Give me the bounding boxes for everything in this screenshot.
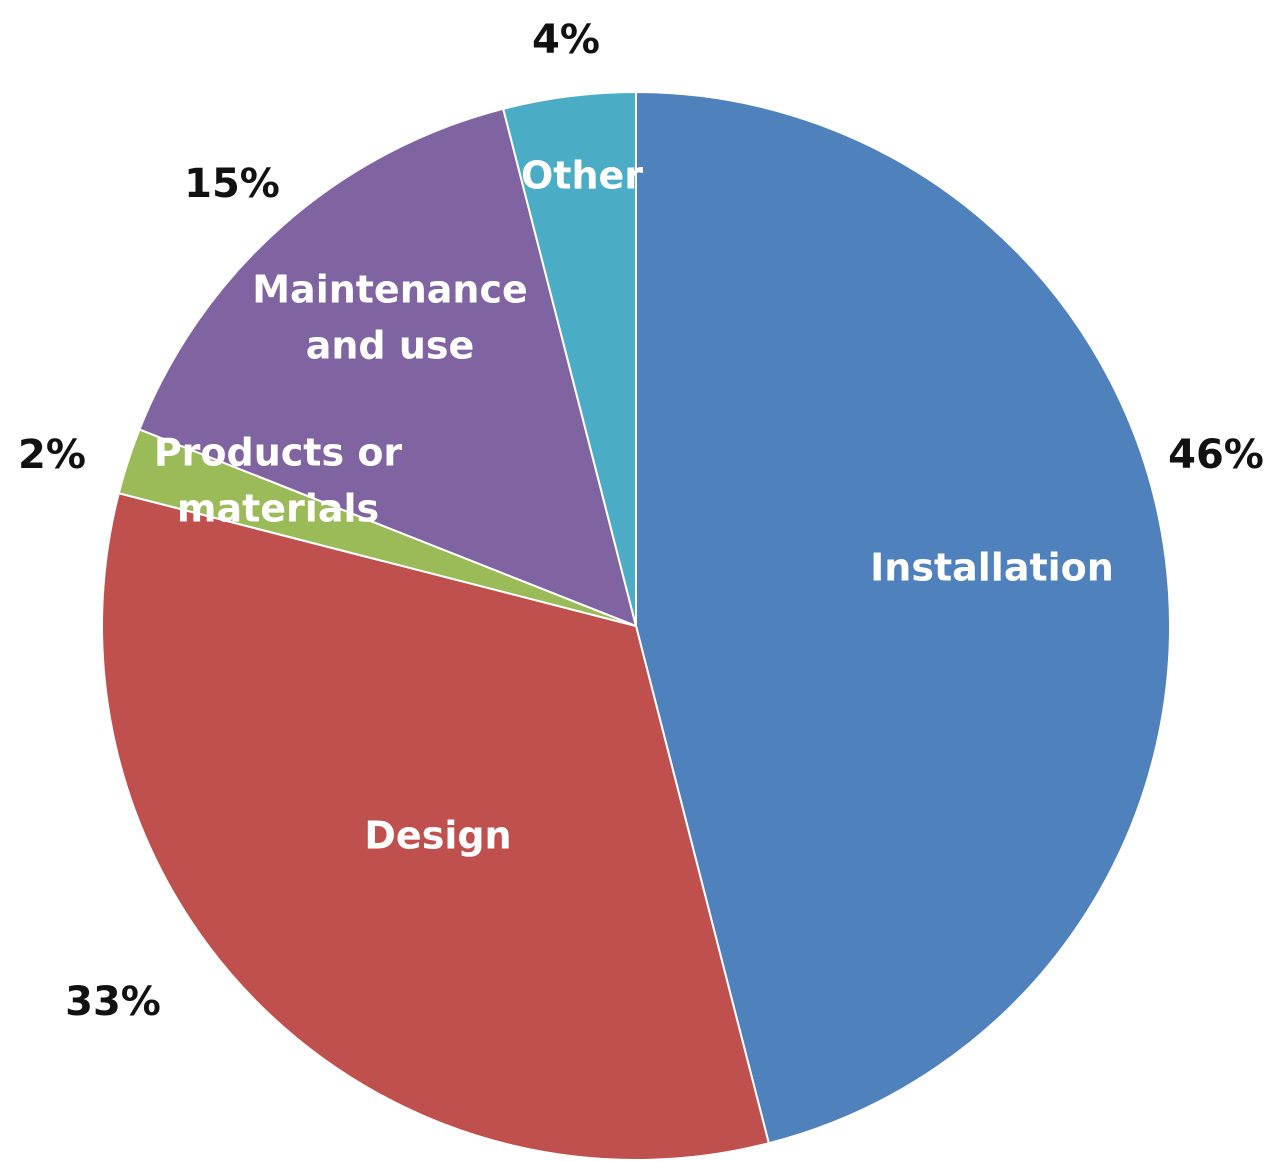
pie-slice-maintenance-and-use [138, 107, 638, 628]
slice-label-maintenance-and-use: Maintenance and use [252, 268, 528, 368]
slice-label-design: Design [364, 814, 511, 858]
pie-slice-design [101, 491, 771, 1161]
slice-label-installation: Installation [870, 546, 1114, 590]
percent-label-products-or-materials: 2% [18, 432, 86, 478]
pie-slices [101, 90, 1171, 1161]
percent-labels: 46% 33% 2% 15% 4% [18, 17, 1264, 1025]
pie-slice-installation [635, 90, 1171, 1145]
pie-slice-other [501, 90, 637, 627]
slice-label-products-or-materials: Products or materials [154, 431, 403, 531]
percent-label-installation: 46% [1168, 432, 1264, 478]
slice-labels: Installation Design Products or materials Ma… [154, 154, 1114, 858]
slice-label-other: Other [521, 154, 643, 198]
percent-label-design: 33% [65, 979, 161, 1025]
percent-label-maintenance-and-use: 15% [184, 161, 280, 207]
percent-label-other: 4% [532, 17, 600, 63]
